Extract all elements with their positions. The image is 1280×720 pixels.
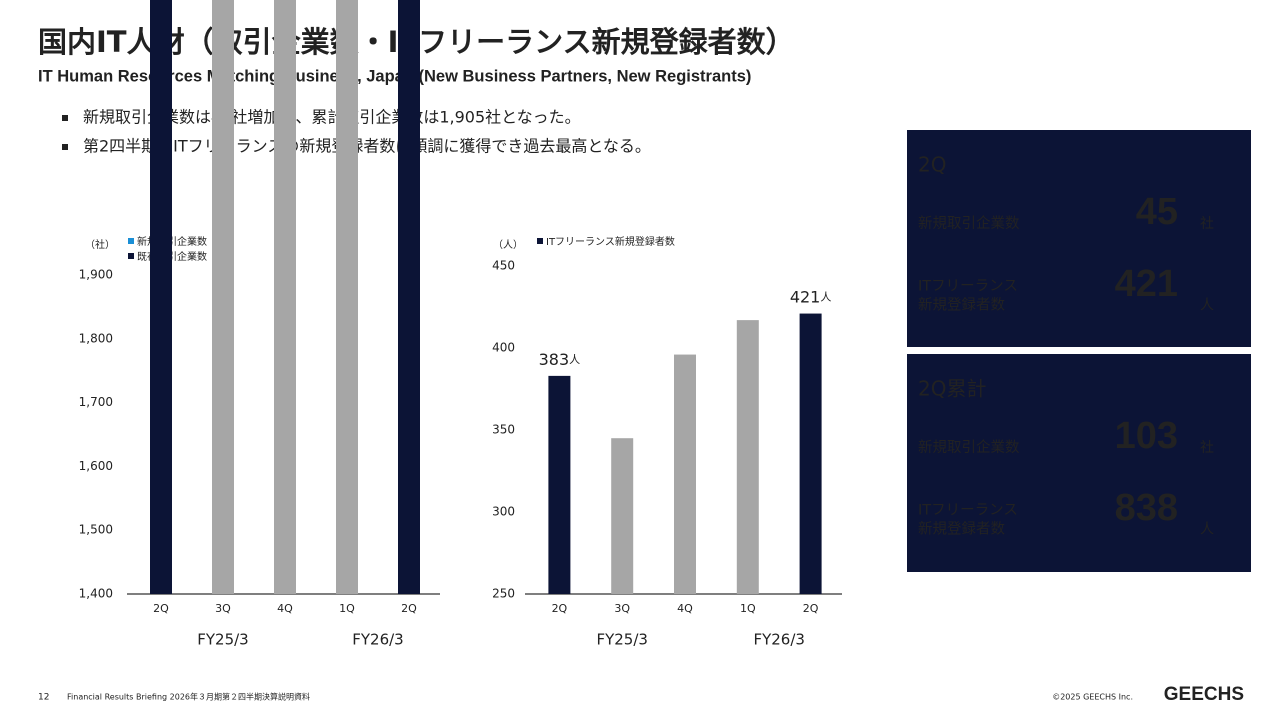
x-tick-label: 4Q — [677, 602, 693, 615]
y-tick-label: 1,600 — [79, 459, 113, 473]
legend-swatch — [128, 238, 134, 244]
x-tick-label: 3Q — [215, 602, 231, 615]
y-unit: （人） — [493, 239, 523, 251]
subtitle: IT Human Resources Matching Business, Ja… — [38, 67, 751, 85]
bar — [611, 438, 634, 594]
group-label: FY26/3 — [753, 631, 804, 649]
data-label: 383人 — [539, 349, 581, 368]
y-tick-label: 1,500 — [79, 523, 113, 537]
summary-value: 45 — [1136, 191, 1178, 233]
summary-value: 421 — [1115, 263, 1178, 305]
bar — [799, 313, 822, 594]
footer-source: Financial Results Briefing 2026年３月期第２四半期… — [67, 692, 310, 702]
legend-label: ITフリーランス新規登録者数 — [546, 235, 675, 248]
data-label-value: 421 — [790, 287, 821, 306]
bar — [736, 320, 759, 594]
summary-label: 新規登録者数 — [918, 521, 1005, 538]
y-tick-label: 450 — [492, 259, 515, 273]
bar — [150, 0, 172, 595]
summary-title: 2Q累計 — [918, 377, 986, 401]
legend-swatch — [128, 253, 134, 259]
x-tick-label: 2Q — [153, 602, 169, 615]
y-tick-label: 300 — [492, 505, 515, 519]
summary-label: 新規取引企業数 — [918, 214, 1020, 232]
page-number: 12 — [38, 693, 49, 703]
bar — [212, 0, 234, 595]
x-tick-label: 2Q — [401, 602, 417, 615]
summary-unit: 社 — [1200, 440, 1214, 456]
summary-label: 新規登録者数 — [918, 297, 1005, 314]
y-tick-label: 400 — [492, 341, 515, 355]
data-label-unit: 人 — [820, 291, 831, 304]
y-tick-label: 1,700 — [79, 395, 113, 409]
bar — [548, 375, 571, 594]
data-label-value: 383 — [539, 349, 570, 368]
x-tick-label: 1Q — [740, 602, 756, 615]
y-tick-label: 250 — [492, 587, 515, 601]
y-tick-label: 1,400 — [79, 587, 113, 601]
summary-box — [907, 130, 1251, 347]
summary-box — [907, 354, 1251, 572]
summary-label: 新規取引企業数 — [918, 438, 1020, 456]
bullet-mark — [62, 144, 68, 150]
bullet: 新規取引企業数は45社増加し、累計取引企業数は1,905社となった。 — [83, 108, 581, 127]
bar — [336, 0, 358, 594]
x-tick-label: 2Q — [552, 602, 568, 615]
data-label-unit: 人 — [569, 353, 580, 366]
bar — [674, 354, 696, 594]
group-label: FY25/3 — [197, 631, 248, 649]
summary-unit: 社 — [1200, 216, 1214, 232]
bullet-mark — [62, 115, 68, 121]
summary-label: ITフリーランス — [918, 503, 1018, 519]
data-label: 421人 — [790, 287, 832, 306]
y-tick-label: 1,900 — [79, 268, 113, 282]
summary-unit: 人 — [1200, 298, 1214, 314]
summary-unit: 人 — [1200, 522, 1214, 538]
summary-title: 2Q — [918, 153, 946, 177]
x-tick-label: 4Q — [277, 602, 293, 615]
x-tick-label: 1Q — [339, 602, 355, 615]
group-label: FY26/3 — [352, 631, 403, 649]
logo: GEECHS — [1164, 684, 1244, 705]
x-tick-label: 3Q — [614, 602, 630, 615]
copyright: ©2025 GEECHS Inc. — [1052, 693, 1133, 702]
bar — [398, 0, 420, 595]
bar — [274, 0, 296, 594]
summary-value: 838 — [1115, 487, 1178, 529]
x-tick-label: 2Q — [803, 602, 819, 615]
summary-value: 103 — [1115, 415, 1178, 457]
y-unit: （社） — [85, 238, 115, 251]
y-tick-label: 350 — [492, 423, 515, 437]
group-label: FY25/3 — [596, 631, 647, 649]
y-tick-label: 1,800 — [79, 331, 113, 345]
legend-swatch — [537, 238, 543, 244]
summary-label: ITフリーランス — [918, 279, 1018, 295]
